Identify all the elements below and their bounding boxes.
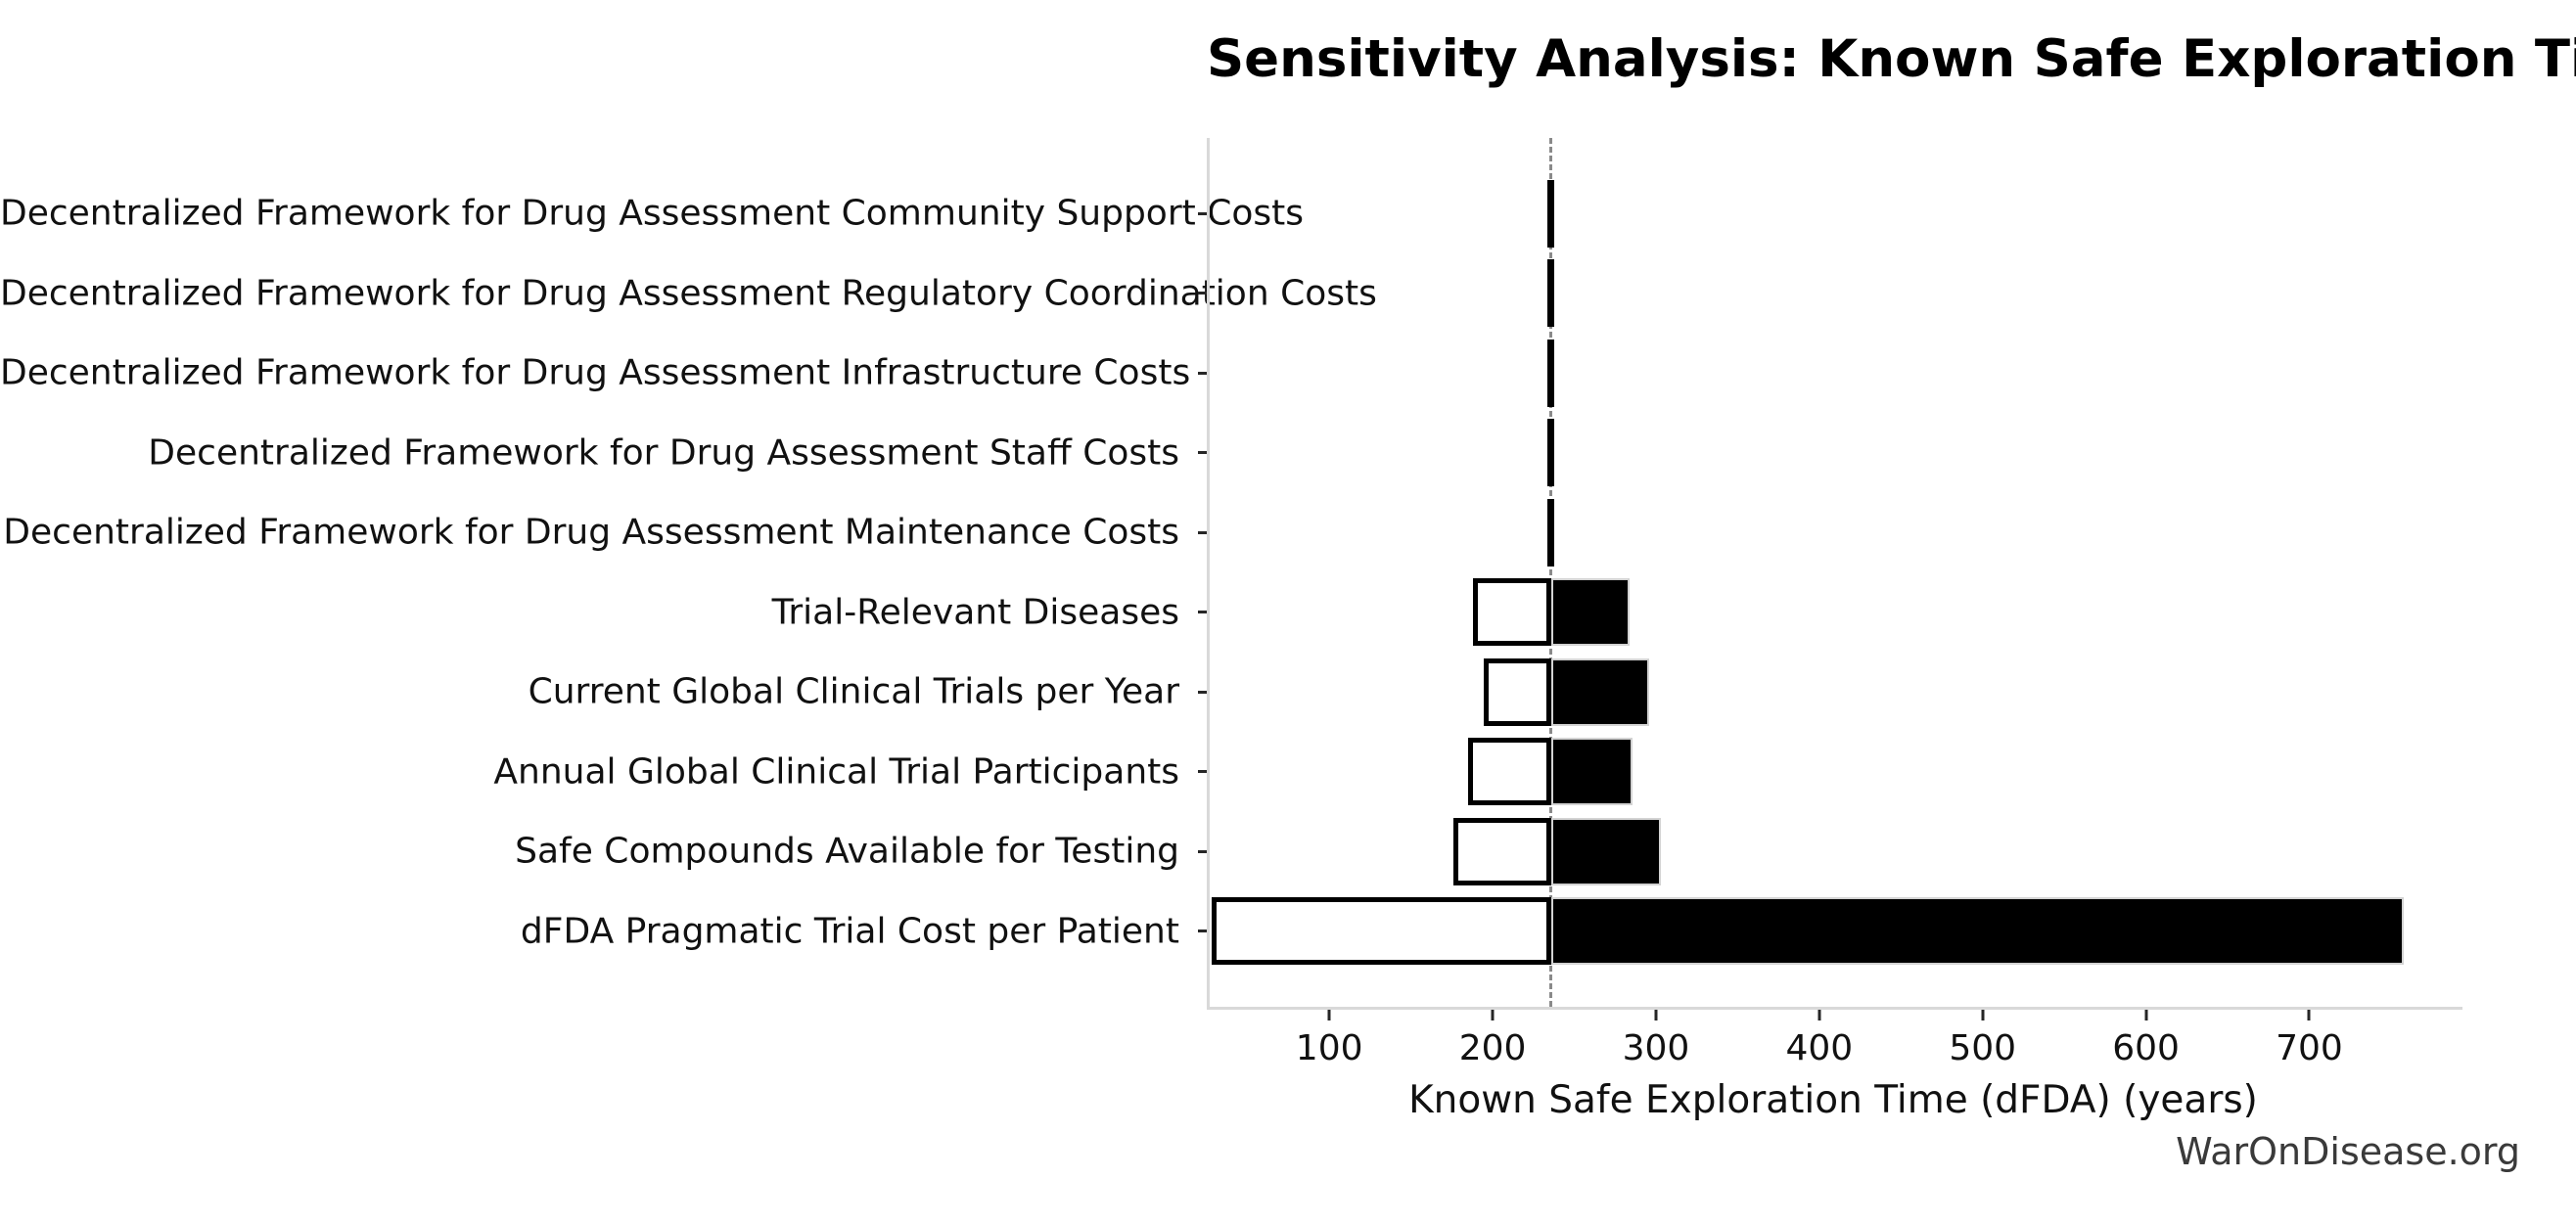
bar-low-segment: [1452, 818, 1551, 885]
bar-low-segment: [1467, 738, 1551, 805]
y-axis-label: Decentralized Framework for Drug Assessm…: [0, 352, 1191, 393]
bar-low-segment: [1472, 578, 1551, 646]
y-tick-mark: [1198, 211, 1207, 215]
x-tick-label: 400: [1785, 1028, 1854, 1068]
bar-low-segment: [1547, 499, 1551, 567]
bar-low-segment: [1547, 259, 1551, 327]
y-axis-label: dFDA Pragmatic Trial Cost per Patient: [520, 911, 1179, 952]
bar-high-segment: [1550, 259, 1555, 327]
x-tick-mark: [1654, 1010, 1658, 1020]
y-axis-label: Decentralized Framework for Drug Assessm…: [148, 432, 1179, 474]
y-tick-mark: [1198, 611, 1207, 614]
bar-low-segment: [1484, 658, 1551, 726]
y-tick-mark: [1198, 451, 1207, 455]
x-tick-label: 600: [2112, 1028, 2180, 1068]
x-tick-label: 300: [1622, 1028, 1690, 1068]
y-axis-label: Annual Global Clinical Trial Participant…: [493, 751, 1179, 793]
chart-title: Sensitivity Analysis: Known Safe Explora…: [1207, 29, 2576, 89]
y-axis-label: Safe Compounds Available for Testing: [515, 831, 1179, 872]
baseline-dashed-line: [1549, 138, 1553, 1007]
bar-high-segment: [1550, 578, 1630, 646]
x-tick-mark: [2307, 1010, 2311, 1020]
x-tick-mark: [1817, 1010, 1821, 1020]
bar-high-segment: [1550, 340, 1555, 407]
bar-low-segment: [1547, 340, 1551, 407]
x-tick-mark: [2144, 1010, 2148, 1020]
y-tick-mark: [1198, 770, 1207, 774]
y-axis-label: Decentralized Framework for Drug Assessm…: [3, 512, 1179, 553]
bar-low-segment: [1211, 897, 1551, 965]
bar-high-segment: [1550, 180, 1555, 248]
y-tick-mark: [1198, 849, 1207, 853]
x-tick-mark: [1491, 1010, 1495, 1020]
y-axis-label: Decentralized Framework for Drug Assessm…: [0, 193, 1304, 234]
y-tick-mark: [1198, 530, 1207, 534]
x-tick-label: 500: [1949, 1028, 2017, 1068]
x-tick-label: 100: [1295, 1028, 1363, 1068]
bar-high-segment: [1550, 897, 2404, 965]
watermark-text: WarOnDisease.org: [2176, 1130, 2520, 1173]
y-axis-label: Decentralized Framework for Drug Assessm…: [0, 273, 1377, 314]
plot-area: [1207, 138, 2462, 1010]
bar-high-segment: [1550, 658, 1649, 726]
y-tick-mark: [1198, 371, 1207, 375]
bar-high-segment: [1550, 499, 1555, 567]
y-tick-mark: [1198, 929, 1207, 933]
x-axis-label: Known Safe Exploration Time (dFDA) (year…: [1408, 1078, 2258, 1122]
bar-high-segment: [1550, 419, 1555, 486]
x-tick-mark: [1981, 1010, 1985, 1020]
bar-low-segment: [1547, 419, 1551, 486]
bar-low-segment: [1547, 180, 1551, 248]
bar-high-segment: [1550, 818, 1661, 885]
x-tick-mark: [1327, 1010, 1331, 1020]
x-tick-label: 700: [2276, 1028, 2343, 1068]
y-axis-label: Trial-Relevant Diseases: [771, 592, 1179, 633]
y-tick-mark: [1198, 292, 1207, 295]
y-axis-label: Current Global Clinical Trials per Year: [528, 671, 1179, 712]
bar-high-segment: [1550, 738, 1633, 805]
y-tick-mark: [1198, 690, 1207, 694]
x-tick-label: 200: [1458, 1028, 1527, 1068]
